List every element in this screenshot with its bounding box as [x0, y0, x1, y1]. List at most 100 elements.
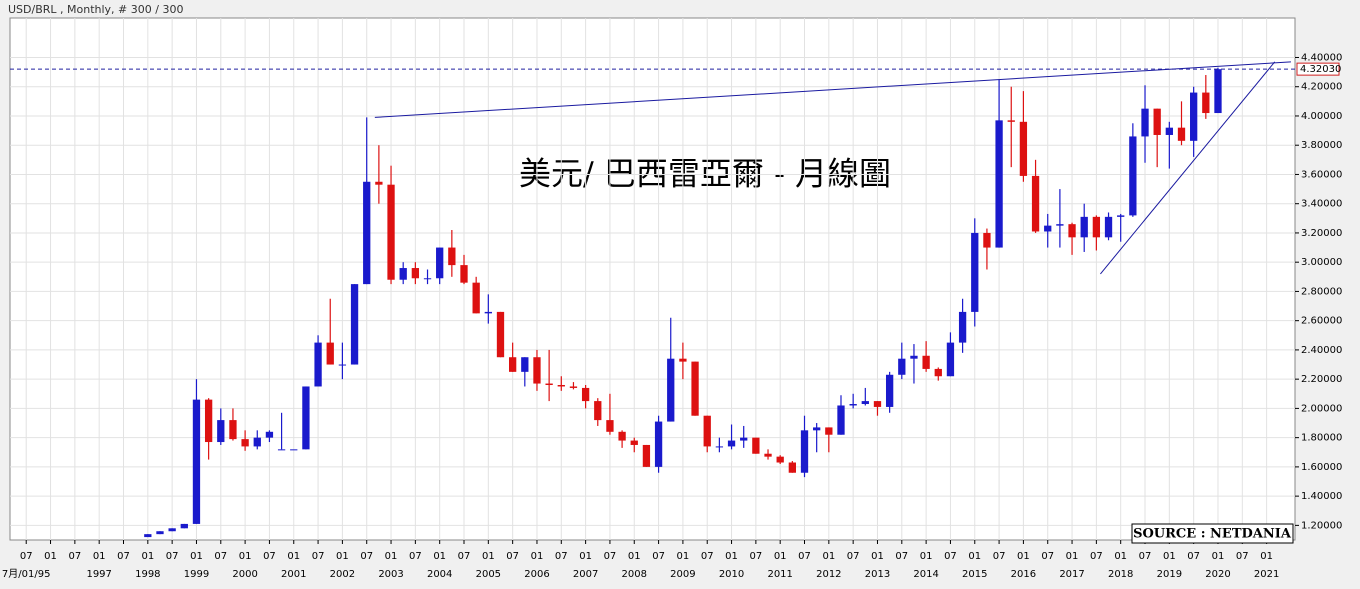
year-label: 2005: [476, 569, 501, 580]
x-tick-label: 01: [531, 551, 544, 562]
candle-body: [1007, 120, 1015, 122]
year-label: 2017: [1059, 569, 1084, 580]
candle-body: [995, 120, 1003, 248]
year-label: 1999: [184, 569, 209, 580]
year-label: 2019: [1157, 569, 1182, 580]
candle-body: [144, 534, 152, 538]
x-tick-label: 01: [1212, 551, 1225, 562]
y-tick-label: 2.20000: [1301, 374, 1342, 385]
candle-body: [302, 386, 310, 450]
candle-body: [1044, 225, 1052, 232]
x-tick-label: 01: [920, 551, 933, 562]
grid: 1.20000 1.40000 1.60000 1.80000 2.00000 2.200…: [2, 18, 1342, 580]
x-tick-label: 01: [1017, 551, 1030, 562]
candle-body: [496, 311, 505, 358]
candle-body: [1068, 224, 1076, 238]
y-tick-label: 1.60000: [1301, 462, 1342, 473]
y-tick-label: 3.80000: [1301, 140, 1342, 151]
x-tick-label: 07: [214, 551, 227, 562]
candle-body: [581, 387, 590, 402]
candle-body: [229, 420, 237, 440]
y-tick-label: 2.40000: [1301, 345, 1342, 356]
candle-body: [363, 181, 371, 285]
year-label: 2013: [865, 569, 890, 580]
candle-body: [204, 399, 213, 443]
candle-body: [606, 420, 614, 432]
candle-body: [533, 357, 541, 384]
candle-body: [667, 358, 675, 422]
x-tick-label: 01: [93, 551, 106, 562]
x-tick-label: 07: [1139, 551, 1152, 562]
year-label: 1997: [86, 569, 111, 580]
candle-body: [630, 440, 638, 445]
candle-body: [460, 265, 468, 283]
year-label: 2009: [670, 569, 695, 580]
candle-body: [594, 401, 602, 421]
chart-title: 美元/ 巴西雷亞爾 - 月線圖: [519, 155, 891, 193]
candle-body: [837, 405, 845, 435]
candle-body: [715, 446, 724, 448]
year-label: 2015: [962, 569, 987, 580]
year-label: 2010: [719, 569, 744, 580]
candle-body: [958, 311, 967, 343]
x-tick-label: 07: [652, 551, 665, 562]
year-label: 7月/01/95: [2, 568, 51, 580]
candle-body: [873, 401, 882, 407]
candle-body: [241, 439, 249, 447]
candle-body: [703, 415, 711, 447]
x-tick-label: 07: [555, 551, 568, 562]
candle-body: [1056, 224, 1064, 226]
x-tick-label: 07: [1041, 551, 1054, 562]
candle-body: [910, 355, 918, 359]
candle-body: [168, 528, 176, 532]
candle-body: [1104, 216, 1113, 238]
candle-body: [1019, 121, 1028, 176]
candle-body: [971, 232, 979, 312]
year-label: 2021: [1254, 569, 1279, 580]
candle-body: [290, 449, 298, 451]
candle-body: [922, 355, 930, 369]
header: USD/BRL , Monthly, # 300 / 300: [8, 3, 183, 16]
year-label: 2012: [816, 569, 841, 580]
x-tick-label: 01: [433, 551, 446, 562]
y-tick-label: 1.40000: [1301, 491, 1342, 502]
y-tick-label: 2.80000: [1301, 286, 1342, 297]
year-label: 2020: [1205, 569, 1230, 580]
x-tick-label: 01: [1260, 551, 1273, 562]
candle-body: [509, 357, 517, 372]
x-tick-label: 07: [993, 551, 1006, 562]
candle-body: [1031, 175, 1040, 232]
candle-body: [1177, 127, 1186, 141]
plot-area: [9, 17, 1296, 541]
candle-body: [1080, 216, 1088, 238]
candle-body: [800, 430, 809, 473]
trendline: [374, 61, 1291, 118]
candle-body: [277, 449, 286, 451]
x-tick-label: 01: [336, 551, 349, 562]
year-label: 2000: [232, 569, 257, 580]
y-tick-label: 3.40000: [1301, 199, 1342, 210]
x-tick-label: 07: [895, 551, 908, 562]
candle-body: [642, 444, 651, 467]
candle-body: [946, 342, 955, 377]
x-tick-label: 07: [1090, 551, 1103, 562]
candle-body: [545, 383, 553, 386]
year-label: 2014: [913, 569, 938, 580]
x-tick-label: 01: [1163, 551, 1176, 562]
candle-body: [1165, 127, 1173, 135]
x-tick-label: 01: [44, 551, 57, 562]
x-tick-label: 07: [604, 551, 617, 562]
candle-body: [265, 431, 274, 438]
candle-body: [1153, 108, 1161, 135]
year-label: 2006: [524, 569, 549, 580]
x-tick-label: 07: [117, 551, 130, 562]
candle-body: [983, 232, 991, 248]
y-tick-label: 2.60000: [1301, 316, 1342, 327]
y-tick-label: 4.40000: [1301, 52, 1342, 63]
y-tick-label: 3.00000: [1301, 257, 1342, 268]
candle-body: [253, 437, 261, 447]
x-tick-label: 01: [141, 551, 154, 562]
candle-body: [217, 420, 225, 443]
candle-body: [861, 401, 869, 405]
candle-body: [180, 523, 188, 529]
